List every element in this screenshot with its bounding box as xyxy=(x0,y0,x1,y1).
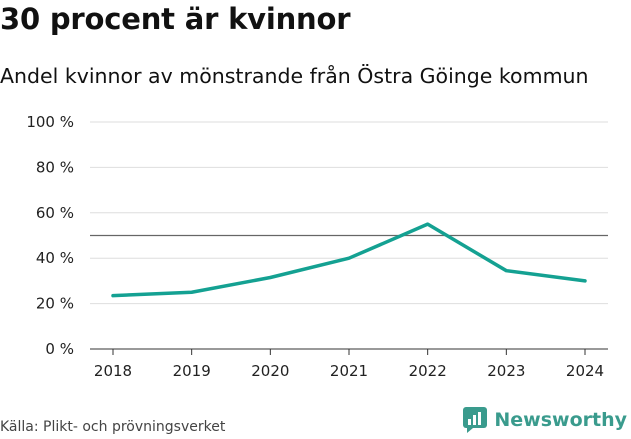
x-tick-label: 2018 xyxy=(94,362,132,380)
y-tick-label: 40 % xyxy=(36,249,74,267)
x-tick-label: 2022 xyxy=(409,362,447,380)
y-axis-ticks: 0 % 20 % 40 % 60 % 80 % 100 % xyxy=(26,113,74,358)
chart-title: 30 procent är kvinnor xyxy=(0,2,351,36)
y-tick-label: 20 % xyxy=(36,295,74,313)
x-tick-label: 2023 xyxy=(487,362,525,380)
y-tick-label: 100 % xyxy=(26,113,74,131)
series-group xyxy=(111,222,587,298)
y-tick-label: 80 % xyxy=(36,158,74,176)
x-tick-label: 2019 xyxy=(173,362,211,380)
y-tick-label: 60 % xyxy=(36,204,74,222)
source-note: Källa: Plikt- och prövningsverket xyxy=(0,419,226,435)
series-line xyxy=(111,222,587,298)
x-tick-label: 2021 xyxy=(330,362,368,380)
y-tick-label: 0 % xyxy=(45,340,74,358)
x-tick-label: 2024 xyxy=(566,362,604,380)
newsworthy-logo-icon xyxy=(463,407,488,433)
chart-subtitle: Andel kvinnor av mönstrande från Östra G… xyxy=(0,64,589,88)
brand-name: Newsworthy xyxy=(494,409,627,431)
x-tick-label: 2020 xyxy=(251,362,289,380)
newsworthy-logo: Newsworthy xyxy=(462,405,627,435)
x-axis-ticks: 2018 2019 2020 2021 2022 2023 2024 xyxy=(94,349,604,380)
